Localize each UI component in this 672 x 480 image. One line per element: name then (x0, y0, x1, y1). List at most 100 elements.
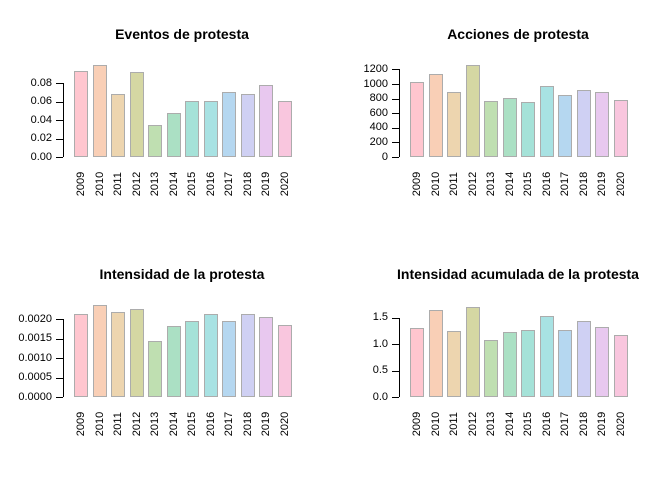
y-tick-label: 0.5 (372, 364, 388, 377)
x-axis-labels: 2009 2010 2011 2012 2013 2014 2015 2016 2017 2018… (64, 401, 324, 447)
x-axis-labels: 2009 2010 2011 2012 2013 2014 2015 2016 2017 2018… (400, 161, 660, 207)
bar-2014 (502, 332, 517, 397)
y-tick-label: 800 (369, 92, 388, 105)
x-tick-text: 2015 (186, 171, 198, 197)
x-tick-label-2009: 2009 (410, 401, 424, 447)
y-tick-label: 0.06 (30, 95, 52, 108)
y-tick-label: 200 (369, 135, 388, 148)
y-tick-label: 1200 (363, 62, 388, 75)
x-tick-text: 2018 (241, 171, 254, 197)
x-tick-text: 2014 (503, 171, 516, 197)
x-tick-label-2018: 2018 (577, 161, 591, 207)
y-tick-mark (56, 319, 63, 321)
y-tick-mark (56, 138, 63, 140)
x-tick-text: 2011 (448, 172, 460, 196)
plot-area (64, 60, 324, 157)
y-tick-mark (392, 98, 399, 100)
x-tick-text: 2010 (429, 171, 442, 197)
y-tick-label: 0.08 (30, 76, 52, 89)
y-tick-mark (56, 338, 63, 340)
x-tick-text: 2010 (429, 411, 442, 437)
x-tick-label-2009: 2009 (74, 401, 88, 447)
bar-2013 (148, 341, 162, 397)
bar-2017 (558, 330, 572, 397)
x-tick-text: 2014 (167, 411, 180, 437)
bar-2013 (484, 101, 498, 157)
x-tick-label-2010: 2010 (93, 401, 107, 447)
bar-2020 (613, 335, 628, 397)
plot-area (400, 300, 660, 397)
y-tick-label: 0.00 (30, 150, 52, 163)
bar-2018 (576, 321, 591, 397)
x-tick-label-2017: 2017 (222, 161, 236, 207)
bar-2016 (203, 100, 218, 157)
x-tick-text: 2018 (577, 171, 590, 197)
x-tick-label-2012: 2012 (466, 161, 480, 207)
x-tick-text: 2017 (223, 411, 235, 437)
bar-2015 (521, 101, 535, 157)
y-tick-label: 0.04 (30, 113, 52, 126)
bar-2016 (539, 85, 554, 157)
x-tick-label-2015: 2015 (521, 161, 535, 207)
x-tick-label-2013: 2013 (484, 161, 498, 207)
y-tick-mark (392, 69, 399, 71)
x-tick-text: 2016 (204, 411, 217, 437)
x-tick-label-2015: 2015 (185, 161, 199, 207)
x-tick-text: 2015 (522, 171, 534, 197)
bar-2012 (465, 306, 480, 397)
y-tick-label: 0.0 (372, 390, 388, 403)
bar-2009 (74, 313, 88, 397)
y-tick-label: 400 (369, 121, 388, 134)
x-tick-text: 2019 (260, 411, 272, 437)
chart-panel-intensidad: Intensidad de la protesta 0.0000 0.0005 0.… (0, 240, 336, 480)
bar-2016 (539, 316, 554, 397)
x-tick-label-2010: 2010 (429, 161, 443, 207)
bar-2012 (129, 308, 144, 397)
x-tick-text: 2015 (186, 411, 198, 437)
y-tick-mark (392, 127, 399, 129)
x-tick-text: 2020 (278, 171, 291, 197)
plot-area (400, 60, 660, 157)
bar-2012 (465, 65, 480, 157)
y-tick-label: 0.02 (30, 132, 52, 145)
x-tick-label-2012: 2012 (130, 161, 144, 207)
x-tick-text: 2009 (75, 411, 87, 437)
x-tick-text: 2020 (614, 411, 627, 437)
bar-2009 (410, 328, 424, 397)
y-tick-mark (56, 397, 63, 398)
x-tick-text: 2015 (522, 411, 534, 437)
bar-2018 (240, 94, 255, 157)
chart-panel-intensidad-acumulada: Intensidad acumulada de la protesta 0.0 0… (336, 240, 672, 480)
x-tick-text: 2018 (241, 411, 254, 437)
x-tick-label-2013: 2013 (148, 401, 162, 447)
chart-title: Acciones de protesta (447, 26, 589, 42)
y-tick-label: 1.0 (372, 337, 388, 350)
x-tick-text: 2020 (614, 171, 627, 197)
y-tick-mark (392, 157, 399, 158)
y-tick-label: 0.0010 (18, 351, 52, 364)
x-tick-label-2017: 2017 (222, 401, 236, 447)
x-tick-label-2009: 2009 (74, 161, 88, 207)
bar-2009 (74, 71, 88, 157)
x-tick-label-2014: 2014 (167, 161, 181, 207)
bar-2020 (277, 325, 292, 397)
x-tick-text: 2013 (149, 411, 161, 437)
x-tick-label-2020: 2020 (614, 161, 628, 207)
y-tick-mark (56, 157, 63, 158)
bar-2013 (148, 124, 162, 157)
x-tick-label-2010: 2010 (429, 401, 443, 447)
x-tick-text: 2016 (204, 171, 217, 197)
y-tick-mark (56, 120, 63, 122)
bar-2019 (595, 92, 609, 157)
x-tick-text: 2011 (112, 172, 124, 196)
x-tick-label-2012: 2012 (130, 401, 144, 447)
x-tick-label-2013: 2013 (148, 161, 162, 207)
bar-2015 (185, 321, 199, 397)
bar-2009 (410, 81, 424, 157)
y-tick-label: 0.0005 (18, 371, 52, 384)
y-tick-mark (56, 83, 63, 85)
y-tick-mark (56, 377, 63, 379)
bar-2014 (502, 98, 517, 157)
bar-2011 (447, 330, 461, 397)
